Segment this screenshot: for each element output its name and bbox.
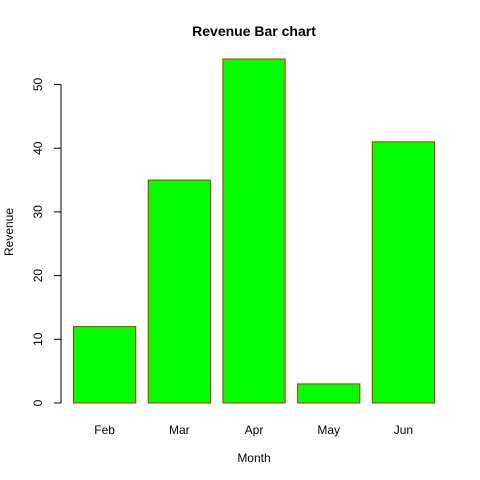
y-tick-label-50: 50 — [31, 77, 45, 91]
x-tick-label-mar: Mar — [169, 423, 190, 437]
bar-may — [297, 383, 361, 404]
bar-mar — [147, 179, 211, 404]
y-tick-label-20: 20 — [31, 269, 45, 283]
y-tick-label-10: 10 — [31, 332, 45, 346]
x-axis-label: Month — [237, 451, 270, 465]
y-tick-label-30: 30 — [31, 205, 45, 219]
x-tick-label-may: May — [317, 423, 340, 437]
x-tick-label-jun: Jun — [394, 423, 413, 437]
x-tick-label-feb: Feb — [94, 423, 115, 437]
bars-group — [73, 58, 436, 404]
x-tick-labels: Feb Mar Apr May Jun — [94, 423, 413, 437]
y-axis: 0 10 20 30 40 50 — [31, 77, 62, 406]
bar-jun — [371, 141, 436, 404]
bar-feb — [73, 326, 137, 404]
y-tick-label-0: 0 — [31, 399, 45, 406]
x-tick-label-apr: Apr — [245, 423, 264, 437]
chart-title: Revenue Bar chart — [192, 23, 316, 39]
y-axis-label: Revenue — [2, 208, 16, 256]
bar-apr — [222, 58, 286, 404]
y-tick-label-40: 40 — [31, 141, 45, 155]
